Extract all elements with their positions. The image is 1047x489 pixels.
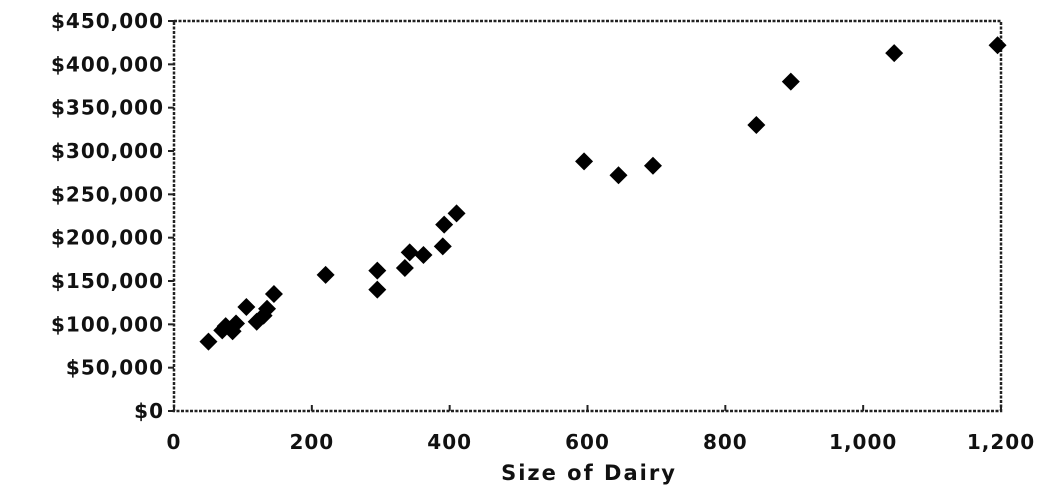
data-point — [237, 298, 256, 316]
data-point — [414, 246, 433, 264]
data-point — [316, 265, 335, 284]
data-point — [400, 243, 419, 262]
y-tick-label: $300,000 — [51, 139, 164, 163]
y-tick-label: $200,000 — [51, 226, 164, 250]
data-point — [609, 166, 628, 185]
data-point — [885, 44, 904, 63]
data-point — [368, 280, 387, 299]
data-point — [395, 259, 414, 277]
x-tick-label: 1,000 — [829, 430, 897, 454]
data-point — [988, 36, 1007, 55]
y-tick-label: $0 — [134, 399, 164, 423]
data-point — [433, 237, 452, 256]
x-axis-title: Size of Dairy — [501, 461, 677, 485]
data-point — [435, 215, 454, 234]
x-tick-label: 600 — [565, 430, 610, 454]
data-point — [447, 204, 466, 223]
plot-area-frame — [172, 19, 1003, 413]
data-point — [643, 156, 662, 175]
y-tick-label: $400,000 — [51, 52, 164, 76]
y-tick-label: $150,000 — [51, 269, 164, 293]
data-point — [199, 332, 218, 351]
y-tick-label: $250,000 — [51, 182, 164, 206]
x-axis: 0 200 400 600 800 1,000 1,200 — [167, 405, 1035, 454]
data-point — [575, 152, 594, 171]
x-tick-label: 400 — [427, 430, 472, 454]
data-point — [781, 72, 800, 91]
x-tick-label: 200 — [289, 430, 334, 454]
x-tick-label: 1,200 — [967, 430, 1035, 454]
data-point — [264, 285, 283, 303]
y-tick-label: $450,000 — [51, 9, 164, 33]
x-tick-label: 0 — [167, 430, 182, 454]
data-points — [199, 36, 1007, 351]
y-tick-label: $50,000 — [66, 356, 164, 380]
data-point — [747, 116, 766, 134]
y-tick-label: $350,000 — [51, 96, 164, 120]
data-point — [227, 314, 246, 333]
x-tick-label: 800 — [703, 430, 748, 454]
data-point — [258, 299, 277, 318]
y-axis: $0 $50,000 $100,000 $150,000 $200,000 $250,00… — [51, 9, 174, 423]
y-tick-label: $100,000 — [51, 312, 164, 336]
data-point — [368, 261, 387, 280]
